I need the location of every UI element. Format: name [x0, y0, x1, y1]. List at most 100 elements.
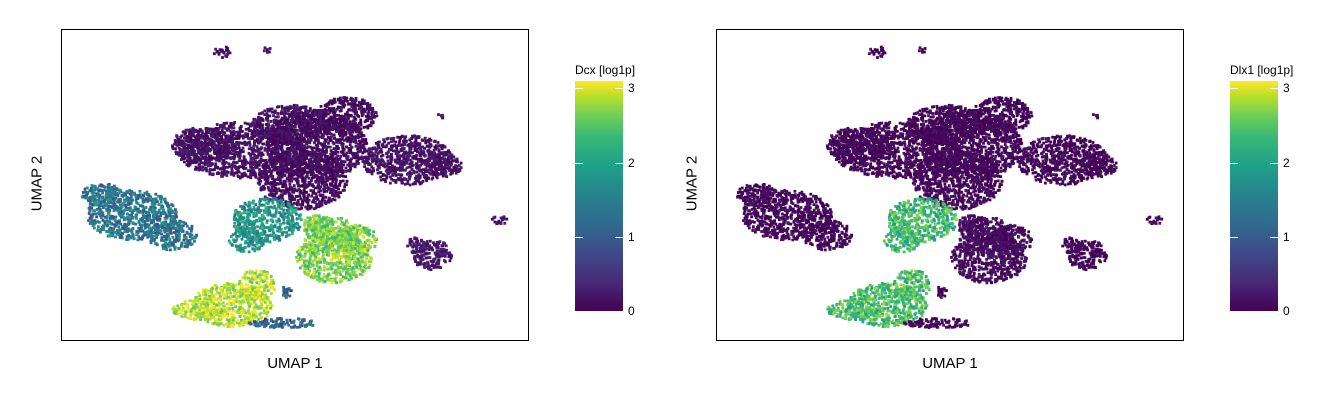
cell-point — [342, 133, 345, 137]
cell-point — [297, 169, 301, 173]
cell-point — [185, 230, 189, 234]
cell-point — [126, 212, 129, 216]
cell-point — [422, 161, 426, 164]
cell-point — [300, 153, 304, 157]
cell-point — [351, 156, 355, 159]
cell-point — [204, 127, 208, 130]
cell-point — [330, 154, 334, 157]
cell-point — [141, 214, 145, 217]
cell-point — [333, 165, 337, 169]
cell-point — [304, 205, 308, 209]
cell-point — [374, 162, 378, 166]
cell-point — [169, 221, 173, 225]
cell-point — [311, 168, 315, 171]
cell-point — [285, 124, 289, 127]
cell-point — [291, 116, 294, 120]
cell-point — [323, 199, 326, 203]
cell-point — [265, 123, 268, 126]
cell-point — [143, 233, 146, 237]
cell-point — [93, 188, 97, 191]
cell-point — [238, 126, 242, 130]
cell-point — [294, 195, 298, 198]
cell-point — [153, 206, 157, 210]
cell-point — [319, 189, 322, 193]
cell-point — [199, 128, 202, 131]
cell-point — [254, 124, 257, 128]
cell-point — [279, 119, 283, 123]
cell-point — [342, 129, 346, 132]
cell-point — [170, 220, 173, 224]
cell-point — [341, 179, 345, 183]
cell-point — [318, 141, 322, 145]
cell-point — [341, 117, 345, 121]
cell-point — [238, 165, 241, 168]
cell-point — [302, 161, 306, 165]
cell-point — [238, 150, 242, 154]
cell-point — [314, 179, 318, 183]
cell-point — [146, 225, 150, 229]
cell-point — [300, 121, 303, 124]
cell-point — [113, 230, 117, 234]
cell-point — [342, 100, 346, 103]
cell-point — [132, 191, 136, 195]
cell-point — [186, 151, 189, 155]
cell-point — [361, 146, 364, 149]
cell-point — [339, 96, 342, 100]
cell-point — [205, 141, 209, 145]
cell-point — [319, 135, 323, 139]
cell-point — [168, 230, 172, 234]
cell-point — [261, 111, 265, 114]
cell-point — [416, 150, 419, 154]
cell-point — [202, 136, 206, 140]
cell-point — [335, 165, 339, 169]
cell-point — [260, 132, 263, 136]
cell-point — [308, 118, 312, 122]
cell-point — [91, 203, 95, 207]
cell-point — [253, 153, 257, 157]
cell-point — [266, 176, 270, 180]
cell-point — [316, 118, 320, 122]
cell-point — [333, 194, 336, 198]
cell-point — [308, 141, 312, 145]
cell-point — [149, 205, 153, 209]
cell-point — [170, 215, 173, 219]
cell-point — [332, 99, 336, 103]
cell-point — [326, 159, 330, 163]
cell-point — [366, 126, 370, 129]
cell-point — [156, 222, 159, 226]
cell-point — [343, 122, 346, 126]
cell-point — [296, 155, 300, 159]
cell-point — [173, 139, 177, 142]
cell-point — [252, 157, 256, 160]
cell-point — [263, 113, 266, 116]
cell-point — [318, 152, 322, 156]
cell-point — [136, 210, 140, 214]
cell-point — [137, 226, 141, 230]
cell-point — [126, 223, 130, 226]
cell-point — [329, 101, 333, 104]
cell-point — [127, 237, 131, 240]
cell-point — [305, 118, 308, 122]
cell-point — [290, 127, 293, 131]
cell-point — [138, 209, 142, 213]
cell-point — [188, 242, 192, 245]
cell-point — [303, 182, 306, 185]
cell-point — [308, 207, 312, 210]
cell-point — [243, 140, 246, 144]
cell-point — [272, 118, 276, 122]
cell-point — [133, 205, 137, 209]
cell-point — [294, 172, 298, 176]
cell-point — [90, 198, 94, 202]
cell-point — [272, 183, 276, 186]
cell-point — [177, 246, 180, 250]
cell-point — [125, 238, 128, 241]
cell-point — [327, 107, 331, 110]
cell-point — [241, 160, 245, 164]
cell-point — [283, 125, 287, 129]
cell-point — [300, 173, 304, 177]
cell-point — [197, 158, 201, 162]
cell-point — [190, 224, 194, 228]
cell-point — [137, 220, 141, 224]
cell-point — [215, 133, 219, 136]
cell-point — [105, 189, 108, 193]
